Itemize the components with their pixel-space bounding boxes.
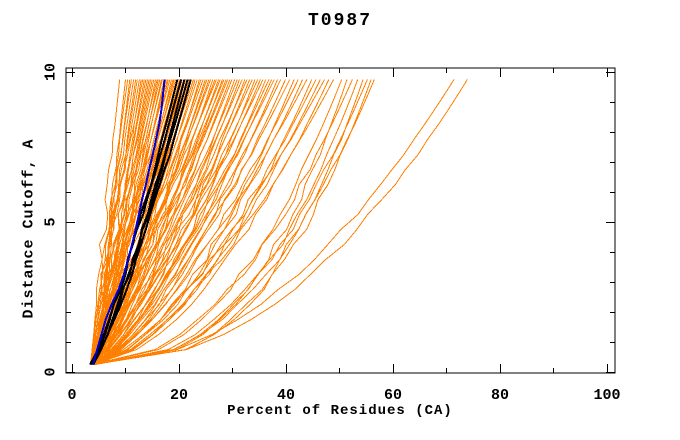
model-curve xyxy=(92,79,343,365)
model-curve xyxy=(92,79,221,365)
y-tick-label: 0 xyxy=(42,367,59,376)
model-curve xyxy=(91,79,158,365)
model-curve xyxy=(94,79,368,365)
model-curve xyxy=(91,79,326,365)
model-curve xyxy=(93,79,359,365)
model-curve xyxy=(92,79,308,365)
model-curve xyxy=(91,79,313,365)
model-curve xyxy=(95,79,208,365)
model-curve xyxy=(94,79,135,365)
model-curve xyxy=(93,79,233,365)
highlight-curve xyxy=(91,79,166,365)
x-tick-label: 40 xyxy=(277,387,295,404)
x-tick-label: 100 xyxy=(593,387,620,404)
model-curve xyxy=(91,79,375,365)
model-curve xyxy=(90,79,121,365)
plot-frame xyxy=(65,67,616,374)
y-tick-label: 5 xyxy=(42,217,59,226)
y-axis-label: Distance Cutoff, A xyxy=(20,138,38,319)
model-curve xyxy=(94,79,229,365)
model-curve xyxy=(93,79,225,365)
model-curve xyxy=(92,79,275,365)
model-curve xyxy=(91,79,129,365)
x-axis-label: Percent of Residues (CA) xyxy=(227,403,453,419)
x-tick-label: 20 xyxy=(170,387,188,404)
x-tick-label: 60 xyxy=(384,387,402,404)
model-curve xyxy=(91,79,353,365)
model-curve xyxy=(93,79,291,365)
model-curve xyxy=(93,79,330,365)
model-curve xyxy=(95,79,455,365)
model-curve xyxy=(92,79,335,365)
x-tick-label: 0 xyxy=(67,387,76,404)
y-tick-label: 10 xyxy=(42,63,59,81)
model-curve xyxy=(93,79,282,365)
model-curve xyxy=(92,79,278,365)
model-curve xyxy=(91,79,286,365)
model-curve xyxy=(91,79,264,365)
reference-curve xyxy=(91,79,192,366)
model-curve xyxy=(92,79,168,365)
model-curve xyxy=(90,79,144,365)
reference-curve xyxy=(91,79,183,365)
x-tick-label: 80 xyxy=(491,387,509,404)
model-curve xyxy=(89,79,132,365)
chart-title: T0987 xyxy=(307,11,372,31)
model-curve xyxy=(91,79,253,365)
reference-curve xyxy=(92,79,189,365)
model-curve xyxy=(93,79,468,365)
model-curve xyxy=(94,79,270,365)
